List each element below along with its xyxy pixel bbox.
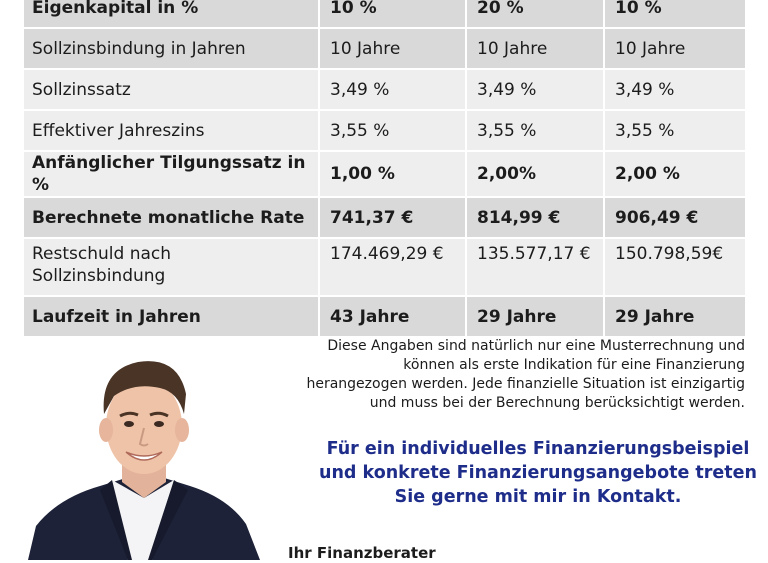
callout-line: Für ein individuelles Finanzierungsbeisp… (326, 439, 750, 459)
disclaimer-text: Diese Angaben sind natürlich nur eine Mu… (305, 337, 745, 413)
table-row: Berechnete monatliche Rate 741,37 € 814,… (22, 196, 747, 239)
financing-table: Eigenkapital in % 10 % 20 % 10 % Sollzin… (22, 0, 747, 338)
table-cell: 20 % (465, 0, 605, 29)
contact-callout: Für ein individuelles Finanzierungsbeisp… (318, 437, 758, 509)
table-row: Restschuld nach Sollzinsbindung 174.469,2… (22, 237, 747, 297)
table-cell: 10 % (603, 0, 747, 29)
table-cell: 29 Jahre (603, 295, 747, 338)
row-label: Sollzinsbindung in Jahren (22, 27, 320, 70)
table-cell: 3,49 % (318, 68, 467, 111)
row-label: Restschuld nach Sollzinsbindung (22, 237, 320, 297)
row-label: Berechnete monatliche Rate (22, 196, 320, 239)
disclaimer-line: herangezogen werden. Jede finanzielle Si… (306, 376, 745, 392)
table-cell: 10 % (318, 0, 467, 29)
table-cell: 29 Jahre (465, 295, 605, 338)
table-cell: 3,49 % (465, 68, 605, 111)
table-cell: 906,49 € (603, 196, 747, 239)
table-cell: 814,99 € (465, 196, 605, 239)
table-cell: 150.798,59€ (603, 237, 747, 297)
row-label-line: Sollzinsbindung (32, 266, 166, 286)
row-label: Eigenkapital in % (22, 0, 320, 29)
disclaimer-line: können als erste Indikation für eine Fin… (403, 357, 745, 373)
table-row: Eigenkapital in % 10 % 20 % 10 % (22, 0, 747, 29)
table-cell: 3,49 % (603, 68, 747, 111)
table-cell: 741,37 € (318, 196, 467, 239)
row-label: Laufzeit in Jahren (22, 295, 320, 338)
table-cell: 2,00 % (603, 150, 747, 198)
table-row: Sollzinssatz 3,49 % 3,49 % 3,49 % (22, 68, 747, 111)
table-row: Anfänglicher Tilgungssatz in % 1,00 % 2,… (22, 150, 747, 198)
table-cell: 174.469,29 € (318, 237, 467, 297)
row-label-line: Restschuld nach (32, 244, 172, 264)
callout-line: Sie gerne mit mir in Kontakt. (394, 487, 682, 507)
advisor-title: Ihr Finanzberater (288, 544, 436, 562)
row-label: Anfänglicher Tilgungssatz in % (22, 150, 320, 198)
disclaimer-line: und muss bei der Berechnung berücksichti… (369, 395, 745, 411)
advisor-photo (28, 361, 260, 560)
table-cell: 135.577,17 € (465, 237, 605, 297)
table-cell: 3,55 % (603, 109, 747, 152)
table-cell: 10 Jahre (318, 27, 467, 70)
table-cell: 43 Jahre (318, 295, 467, 338)
table-cell: 10 Jahre (603, 27, 747, 70)
callout-line: und konkrete Finanzierungsangebote trete… (319, 463, 757, 483)
table-cell: 3,55 % (318, 109, 467, 152)
table-row: Effektiver Jahreszins 3,55 % 3,55 % 3,55… (22, 109, 747, 152)
table-cell: 3,55 % (465, 109, 605, 152)
table-row: Laufzeit in Jahren 43 Jahre 29 Jahre 29 … (22, 295, 747, 338)
table-cell: 1,00 % (318, 150, 467, 198)
row-label: Effektiver Jahreszins (22, 109, 320, 152)
table-cell: 10 Jahre (465, 27, 605, 70)
disclaimer-line: Diese Angaben sind natürlich nur eine Mu… (327, 338, 745, 354)
row-label: Sollzinssatz (22, 68, 320, 111)
table-cell: 2,00% (465, 150, 605, 198)
table-row: Sollzinsbindung in Jahren 10 Jahre 10 Ja… (22, 27, 747, 70)
